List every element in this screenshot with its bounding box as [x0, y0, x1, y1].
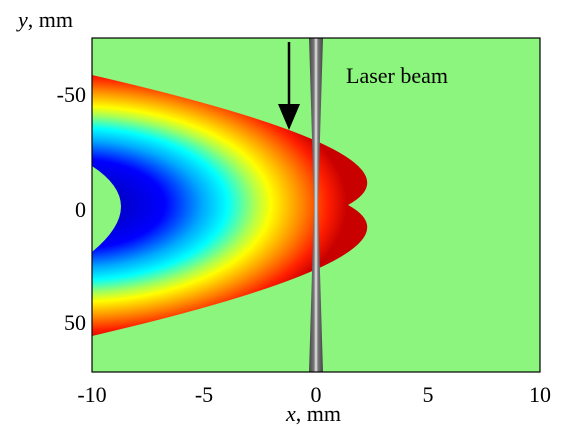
- x-axis-var: x: [285, 401, 296, 426]
- x-tick-label: 0: [311, 382, 322, 407]
- x-tick-label: 5: [423, 382, 434, 407]
- laser-beam: [309, 38, 323, 372]
- x-axis-unit: , mm: [296, 401, 341, 426]
- x-axis-label: x, mm: [285, 401, 341, 426]
- y-tick-label: 50: [64, 310, 86, 335]
- y-axis-unit: , mm: [28, 7, 73, 32]
- x-tick-label: 10: [529, 382, 551, 407]
- y-tick-label: 0: [75, 197, 86, 222]
- color-region: [92, 75, 368, 336]
- plot-frame: [91, 37, 541, 373]
- arrow-head-icon: [278, 104, 300, 130]
- laser-beam-label: Laser beam: [346, 63, 448, 88]
- y-tick-label: -50: [57, 82, 86, 107]
- x-tick-label: -10: [77, 382, 106, 407]
- y-axis-label: y, mm: [16, 7, 73, 32]
- x-tick-label: -5: [195, 382, 213, 407]
- y-axis-var: y: [16, 7, 28, 32]
